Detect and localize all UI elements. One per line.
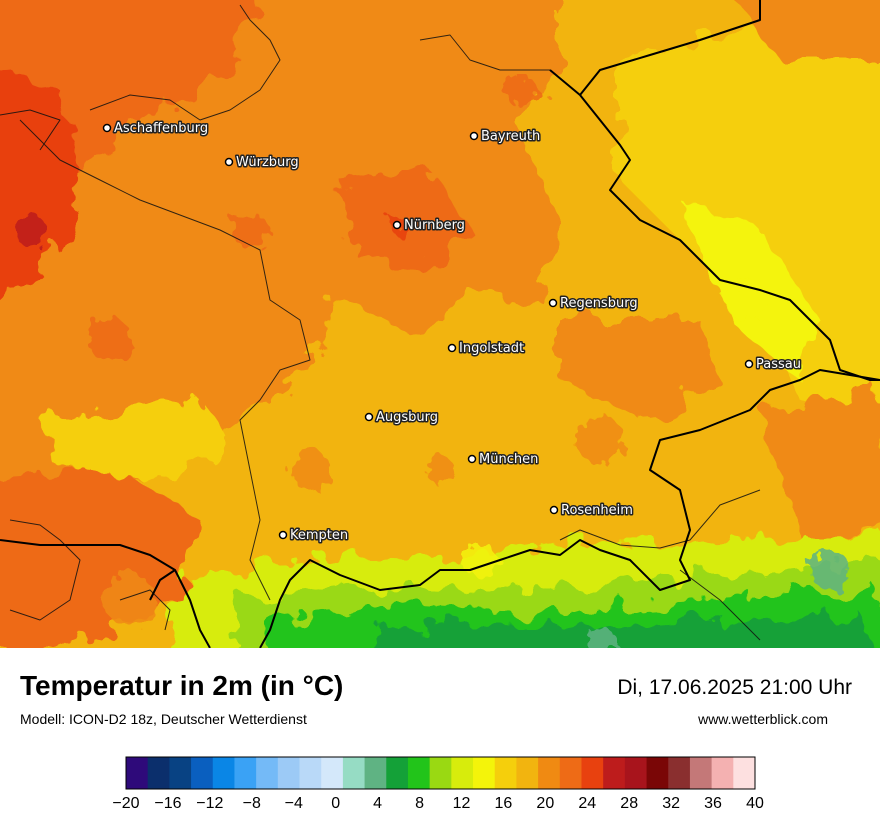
legend-swatch [256, 757, 279, 789]
legend-swatch [581, 757, 604, 789]
legend-tick-label: −20 [112, 795, 139, 812]
city-dot-icon [549, 505, 559, 515]
legend-tick-label: 12 [453, 795, 471, 812]
legend-swatch [386, 757, 409, 789]
city-label: München [479, 452, 538, 467]
city-label: Ingolstadt [459, 341, 524, 356]
city-label: Kempten [290, 528, 348, 543]
legend-swatch [234, 757, 257, 789]
city-label: Bayreuth [481, 129, 540, 144]
legend-tick-label: 4 [373, 795, 382, 812]
city-dot-icon [224, 157, 234, 167]
city-marker: Regensburg [548, 295, 639, 313]
city-marker: Rosenheim [549, 502, 634, 520]
legend-swatch [429, 757, 452, 789]
legend-tick-label: 16 [495, 795, 513, 812]
forecast-datetime: Di, 17.06.2025 21:00 Uhr [617, 676, 852, 699]
city-dot-icon [278, 530, 288, 540]
legend-swatch [538, 757, 561, 789]
city-marker: Passau [744, 356, 802, 374]
legend-tick-label: −12 [196, 795, 223, 812]
city-dot-icon [447, 343, 457, 353]
city-dot-icon [744, 359, 754, 369]
legend-tick-label: 8 [415, 795, 424, 812]
legend-swatch [147, 757, 170, 789]
legend-swatch [603, 757, 626, 789]
legend-tick-label: 32 [662, 795, 680, 812]
city-marker: Würzburg [224, 154, 300, 172]
website-link[interactable]: www.wetterblick.com [698, 711, 828, 727]
city-dot-icon [467, 454, 477, 464]
city-label: Passau [756, 357, 801, 372]
legend-swatch [342, 757, 366, 789]
legend-swatch [559, 757, 582, 789]
legend-swatch [689, 757, 713, 789]
legend-tick-label: 0 [331, 795, 340, 812]
city-marker: Augsburg [364, 409, 440, 427]
legend-swatch [646, 757, 669, 789]
city-dot-icon [364, 412, 374, 422]
legend-swatch [169, 757, 192, 789]
city-dot-icon [548, 298, 558, 308]
city-label: Würzburg [236, 155, 299, 170]
city-dot-icon [469, 131, 479, 141]
city-dot-icon [392, 220, 402, 230]
city-label: Nürnberg [404, 218, 465, 233]
legend-tick-label: −8 [243, 795, 261, 812]
legend-swatch [212, 757, 235, 789]
legend-tick-label: −16 [154, 795, 181, 812]
legend-swatch [321, 757, 344, 789]
legend-swatch [668, 757, 691, 789]
legend-tick-label: 20 [536, 795, 554, 812]
color-scale-legend: −20 −16 −12 −8 −4 0 4 8 12 16 20 24 28 32 36 40 [112, 756, 764, 812]
model-source: Modell: ICON-D2 18z, Deutscher Wetterdie… [20, 711, 307, 727]
city-label: Augsburg [376, 410, 438, 425]
legend-tick-label: −4 [285, 795, 303, 812]
city-dot-icon [102, 123, 112, 133]
city-marker: München [467, 451, 540, 469]
city-label: Rosenheim [561, 503, 633, 518]
city-label: Regensburg [560, 296, 638, 311]
legend-swatch [126, 757, 149, 789]
legend-swatch [364, 757, 387, 789]
legend-tick-label: 28 [620, 795, 638, 812]
legend-swatch [277, 757, 301, 789]
city-markers: Aschaffenburg Würzburg Bayreuth Nürnberg Reg… [102, 120, 802, 545]
legend-swatch [733, 757, 756, 789]
city-marker: Nürnberg [392, 217, 466, 235]
city-marker: Bayreuth [469, 128, 542, 146]
legend-tick-label: 24 [578, 795, 596, 812]
legend-swatch [191, 757, 214, 789]
city-marker: Kempten [278, 527, 350, 545]
legend-swatch [473, 757, 496, 789]
legend-tick-label: 40 [746, 795, 764, 812]
legend-swatch [451, 757, 474, 789]
legend-swatch [711, 757, 734, 789]
legend-swatch [624, 757, 648, 789]
temperature-map: Aschaffenburg Würzburg Bayreuth Nürnberg Reg… [0, 0, 880, 648]
legend-swatch [299, 757, 322, 789]
legend-swatch [494, 757, 517, 789]
map-title: Temperatur in 2m (in °C) [20, 670, 344, 701]
legend-swatch [516, 757, 539, 789]
footer: Temperatur in 2m (in °C) Modell: ICON-D2… [0, 648, 880, 830]
city-marker: Aschaffenburg [102, 120, 210, 138]
city-marker: Ingolstadt [447, 340, 526, 358]
legend-tick-label: 36 [704, 795, 722, 812]
city-label: Aschaffenburg [114, 121, 208, 136]
legend-frame [125, 756, 756, 790]
legend-swatch [407, 757, 431, 789]
